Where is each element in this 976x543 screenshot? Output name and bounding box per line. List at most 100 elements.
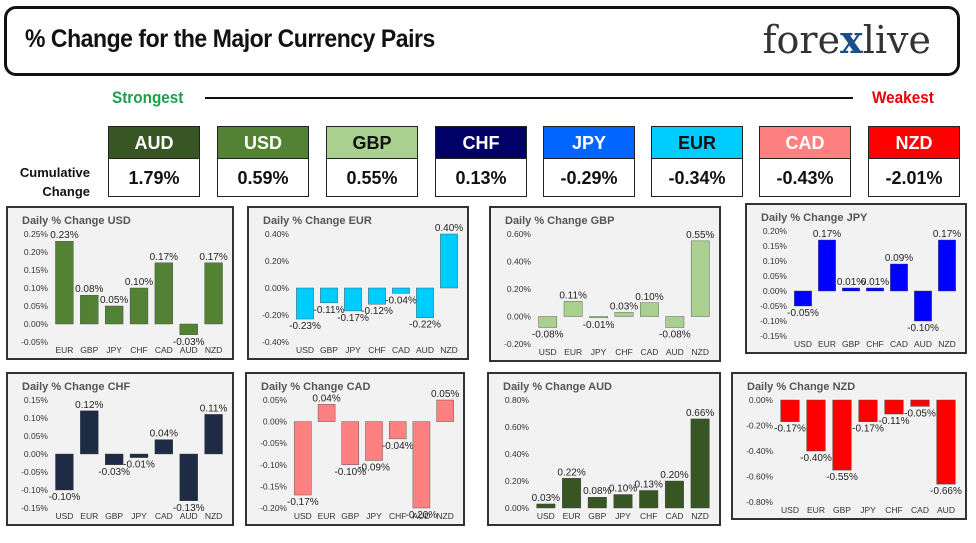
bar-nzd xyxy=(436,399,454,422)
logo-text-left: fore xyxy=(762,18,841,62)
data-label: -0.01% xyxy=(123,460,155,471)
x-tick-label: CAD xyxy=(640,347,658,357)
bar-cad xyxy=(890,263,908,292)
y-tick-label: -0.20% xyxy=(746,421,773,431)
x-tick-label: NZD xyxy=(440,345,457,355)
chart-title: Daily % Change GBP xyxy=(505,215,614,227)
x-tick-label: EUR xyxy=(55,345,73,355)
x-tick-label: EUR xyxy=(818,339,836,349)
x-tick-label: GBP xyxy=(842,339,860,349)
y-tick-label: 0.40% xyxy=(265,229,290,239)
data-label: -0.05% xyxy=(904,408,936,419)
bar-aud xyxy=(416,287,434,318)
bar-usd xyxy=(296,287,314,320)
bar-gbp xyxy=(320,287,338,304)
bar-chf xyxy=(884,399,904,415)
data-label: -0.04% xyxy=(382,441,414,452)
chart-daily-change-cad: Daily % Change CAD 0.05% 0.00% -0.05% -0.10%… xyxy=(245,372,465,526)
data-label: 0.11% xyxy=(559,290,587,301)
currency-code: EUR xyxy=(651,126,743,159)
y-tick-label: 0.10% xyxy=(24,283,49,293)
x-tick-label: NZD xyxy=(205,511,222,521)
data-label: 0.17% xyxy=(199,252,227,263)
data-label: -0.09% xyxy=(358,462,390,473)
x-tick-label: EUR xyxy=(807,505,825,515)
data-label: 0.66% xyxy=(686,408,714,419)
x-tick-label: GBP xyxy=(341,511,359,521)
data-label: 0.55% xyxy=(686,230,714,241)
x-tick-label: NZD xyxy=(691,511,708,521)
bar-gbp xyxy=(341,421,360,465)
bar-usd xyxy=(538,316,558,328)
y-tick-label: -0.05% xyxy=(260,438,287,448)
x-tick-label: CHF xyxy=(389,511,406,521)
x-tick-label: EUR xyxy=(563,511,581,521)
header-box: % Change for the Major Currency Pairs fo… xyxy=(4,6,960,76)
x-tick-label: CAD xyxy=(890,339,908,349)
bar-cad xyxy=(910,399,930,407)
chart-title: Daily % Change NZD xyxy=(747,381,855,393)
x-tick-label: CHF xyxy=(885,505,902,515)
bar-nzd xyxy=(938,239,956,292)
y-tick-label: 0.00% xyxy=(507,312,532,322)
currency-card-cad: CAD -0.43% xyxy=(759,126,851,198)
chart-svg: Daily % Change NZD 0.00% -0.20% -0.40% -0.60… xyxy=(746,381,962,515)
bar-gbp xyxy=(104,453,124,466)
x-tick-label: EUR xyxy=(564,347,582,357)
currency-card-eur: EUR -0.34% xyxy=(651,126,743,198)
x-tick-label: NZD xyxy=(436,511,453,521)
data-label: 0.01% xyxy=(837,277,865,288)
data-label: 0.17% xyxy=(150,252,178,263)
currency-code: GBP xyxy=(326,126,418,159)
x-tick-label: USD xyxy=(537,511,555,521)
data-label: -0.08% xyxy=(532,330,564,341)
bar-jpy xyxy=(589,316,608,319)
chart-title: Daily % Change AUD xyxy=(503,381,612,393)
bar-eur xyxy=(806,399,826,452)
data-label: 0.23% xyxy=(50,230,78,241)
x-tick-label: AUD xyxy=(666,347,684,357)
bar-cad xyxy=(392,287,410,294)
x-tick-label: CAD xyxy=(155,511,173,521)
bar-aud xyxy=(936,399,956,485)
chart-svg: Daily % Change JPY 0.20% 0.15% 0.10% 0.05% 0.… xyxy=(760,212,961,349)
currency-cumulative-value: 0.59% xyxy=(217,159,309,197)
bar-chf xyxy=(639,490,659,509)
bar-aud xyxy=(914,290,932,322)
bar-chf xyxy=(866,287,884,292)
bar-jpy xyxy=(858,399,878,422)
bar-jpy xyxy=(129,453,149,458)
bar-usd xyxy=(55,453,74,491)
y-tick-label: 0.15% xyxy=(24,395,49,405)
x-tick-label: AUD xyxy=(180,345,198,355)
data-label: 0.40% xyxy=(435,223,463,234)
y-tick-label: 0.10% xyxy=(763,256,788,266)
bar-nzd xyxy=(440,233,458,289)
data-label: 0.10% xyxy=(609,484,637,495)
y-tick-label: -0.15% xyxy=(760,331,787,341)
y-tick-label: 0.05% xyxy=(263,395,288,405)
currency-cumulative-value: -2.01% xyxy=(868,159,960,197)
bar-nzd xyxy=(204,414,223,455)
x-tick-label: CHF xyxy=(130,345,147,355)
data-label: -0.23% xyxy=(289,321,321,332)
bar-nzd xyxy=(690,418,710,509)
y-tick-label: -0.40% xyxy=(262,337,289,347)
data-label: -0.04% xyxy=(385,295,417,306)
data-label: -0.11% xyxy=(879,416,910,427)
bar-chf xyxy=(614,312,634,317)
y-tick-label: 0.15% xyxy=(24,265,49,275)
bar-eur xyxy=(562,478,582,509)
x-tick-label: CHF xyxy=(640,511,657,521)
y-tick-label: 0.25% xyxy=(24,229,49,239)
y-tick-label: 0.20% xyxy=(24,247,49,257)
bar-chf xyxy=(129,287,149,325)
x-tick-label: GBP xyxy=(833,505,851,515)
bar-cad xyxy=(154,262,174,325)
data-label: 0.01% xyxy=(861,277,889,288)
x-tick-label: AUD xyxy=(416,345,434,355)
y-tick-label: -0.80% xyxy=(746,497,773,507)
bar-gbp xyxy=(842,287,860,292)
x-tick-label: AUD xyxy=(914,339,932,349)
data-label: 0.10% xyxy=(635,292,663,303)
